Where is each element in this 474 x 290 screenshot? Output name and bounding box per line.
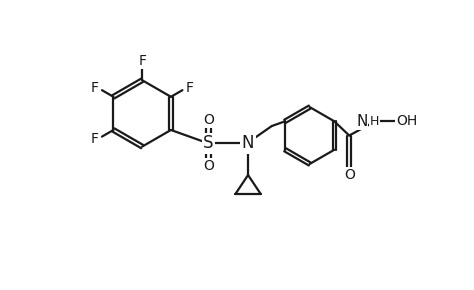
Text: OH: OH (396, 114, 418, 128)
Text: O: O (344, 168, 355, 182)
Text: F: F (91, 132, 99, 146)
Text: F: F (91, 81, 99, 95)
Text: S: S (203, 135, 214, 153)
Text: N: N (242, 135, 255, 153)
Text: N: N (356, 114, 367, 129)
Text: H: H (370, 115, 379, 128)
Text: O: O (203, 113, 214, 127)
Text: F: F (138, 54, 146, 68)
Text: F: F (185, 81, 193, 95)
Text: O: O (203, 160, 214, 173)
